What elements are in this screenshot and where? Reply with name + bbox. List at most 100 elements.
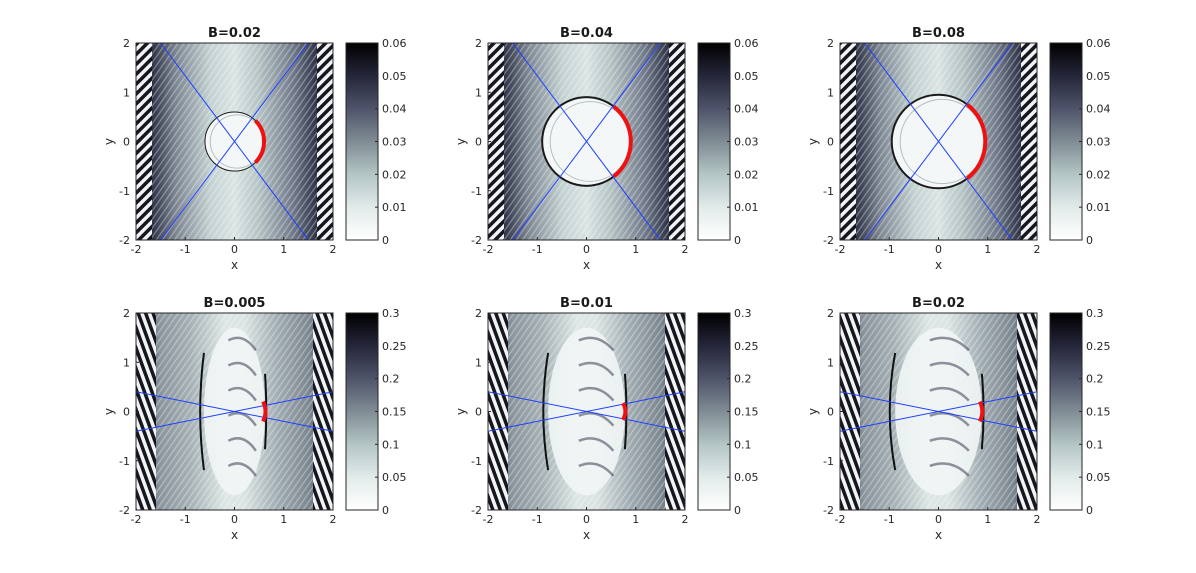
x-axis-label: x bbox=[583, 528, 590, 542]
red-arc bbox=[966, 103, 988, 180]
heatmap-image bbox=[488, 313, 685, 510]
red-arc bbox=[978, 400, 985, 423]
panel-title: B=0.01 bbox=[560, 296, 613, 311]
x-tick-label: 2 bbox=[1034, 513, 1041, 526]
colorbar-tick-label: 0.25 bbox=[734, 340, 759, 353]
edge-stripes-right bbox=[317, 43, 333, 240]
colorbar-tick-label: 0.01 bbox=[1086, 201, 1111, 214]
colorbar-tick-label: 0.1 bbox=[734, 438, 752, 451]
edge-stripes-left bbox=[136, 43, 152, 240]
y-tick-label: -1 bbox=[119, 455, 130, 468]
left-caustic bbox=[888, 352, 897, 471]
colorbar-tick-label: 0.06 bbox=[1086, 37, 1111, 50]
ray-line-2 bbox=[840, 391, 1037, 432]
fringe bbox=[929, 462, 970, 477]
colorbar-tick-label: 0.02 bbox=[1086, 168, 1111, 181]
colorbar-tick-label: 0.02 bbox=[382, 168, 407, 181]
x-tick-label: -2 bbox=[483, 243, 494, 256]
y-tick-label: -2 bbox=[119, 234, 130, 247]
colorbar-tick-label: 0.01 bbox=[734, 201, 759, 214]
panel-4: -2 -1 0 1 2-2-1012B=0.005xy00.050.10.150.20.… bbox=[102, 296, 407, 542]
y-tick-label: 2 bbox=[475, 37, 482, 50]
red-arc bbox=[621, 402, 628, 421]
colorbar-tick-label: 0.15 bbox=[382, 406, 407, 419]
fringe bbox=[929, 361, 970, 377]
fringe bbox=[227, 386, 257, 402]
x-tick-label: -1 bbox=[532, 513, 543, 526]
colorbar bbox=[697, 312, 731, 511]
edge-stripes-left bbox=[840, 313, 860, 510]
x-tick-label: 2 bbox=[1034, 243, 1041, 256]
y-tick-label: 1 bbox=[475, 356, 482, 369]
colorbar-tick-label: 0.02 bbox=[734, 168, 759, 181]
colorbar-tick-label: 0.05 bbox=[734, 70, 759, 83]
x-tick-label: 2 bbox=[682, 513, 689, 526]
colorbar-tick-label: 0.2 bbox=[734, 373, 752, 386]
y-tick-label: -2 bbox=[119, 504, 130, 517]
y-tick-label: -1 bbox=[471, 185, 482, 198]
y-tick-label: 0 bbox=[827, 136, 834, 149]
colorbar bbox=[1049, 42, 1083, 241]
y-tick-label: 1 bbox=[123, 356, 130, 369]
fringe bbox=[227, 336, 257, 352]
y-tick-label: 1 bbox=[475, 86, 482, 99]
y-tick-label: 0 bbox=[123, 406, 130, 419]
x-tick-label: 1 bbox=[632, 513, 639, 526]
edge-stripes-left bbox=[136, 313, 156, 510]
y-tick-label: 2 bbox=[827, 307, 834, 320]
y-axis-label: y bbox=[806, 408, 820, 415]
x-tick-label: 1 bbox=[280, 243, 287, 256]
colorbar-tick-label: 0.2 bbox=[1086, 373, 1104, 386]
fringe bbox=[578, 336, 615, 352]
x-tick-label: -1 bbox=[532, 243, 543, 256]
colorbar-tick-label: 0.01 bbox=[382, 201, 407, 214]
y-tick-label: 1 bbox=[123, 86, 130, 99]
y-tick-label: 2 bbox=[123, 307, 130, 320]
panel-6: -2 -1 0 1 2-2-1012B=0.02xy00.050.10.150.20.2… bbox=[806, 296, 1111, 542]
colorbar bbox=[1049, 312, 1083, 511]
edge-stripes-right bbox=[313, 313, 333, 510]
fringe bbox=[227, 361, 257, 377]
left-caustic bbox=[542, 352, 550, 471]
x-tick-label: -2 bbox=[483, 513, 494, 526]
x-tick-label: 0 bbox=[231, 513, 238, 526]
edge-stripes-right bbox=[1021, 43, 1037, 240]
heatmap-image bbox=[488, 43, 685, 240]
x-tick-label: -1 bbox=[180, 513, 191, 526]
colorbar-tick-label: 0.06 bbox=[734, 37, 759, 50]
colorbar-tick-label: 0 bbox=[1086, 504, 1093, 517]
y-tick-label: 1 bbox=[827, 86, 834, 99]
panel-title: B=0.02 bbox=[208, 26, 261, 41]
y-tick-label: -2 bbox=[471, 504, 482, 517]
colorbar-tick-label: 0 bbox=[734, 504, 741, 517]
fringe bbox=[227, 437, 257, 452]
colorbar-tick-label: 0 bbox=[734, 234, 741, 247]
colorbar bbox=[345, 312, 379, 511]
colorbar-tick-label: 0.3 bbox=[1086, 307, 1104, 320]
panel-2: -2 -1 0 1 2-2-1012B=0.04xy00.010.020.030.040… bbox=[454, 26, 759, 272]
colorbar-tick-label: 0.25 bbox=[1086, 340, 1111, 353]
colorbar-tick-label: 0.15 bbox=[734, 406, 759, 419]
colorbar-tick-label: 0 bbox=[382, 234, 389, 247]
heatmap-image bbox=[136, 313, 333, 510]
colorbar-tick-label: 0.25 bbox=[382, 340, 407, 353]
edge-stripes-right bbox=[669, 43, 685, 240]
x-tick-label: 1 bbox=[984, 243, 991, 256]
x-tick-label: 2 bbox=[330, 513, 337, 526]
x-tick-label: -1 bbox=[884, 513, 895, 526]
colorbar-tick-label: 0.03 bbox=[734, 136, 759, 149]
y-tick-label: 2 bbox=[123, 37, 130, 50]
heatmap-image bbox=[136, 43, 333, 240]
colorbar bbox=[345, 42, 379, 241]
colorbar-tick-label: 0.1 bbox=[1086, 438, 1104, 451]
y-axis-label: y bbox=[102, 408, 116, 415]
y-tick-label: 1 bbox=[827, 356, 834, 369]
x-tick-label: 0 bbox=[583, 243, 590, 256]
x-tick-label: -2 bbox=[835, 513, 846, 526]
edge-stripes-right bbox=[665, 313, 685, 510]
colorbar bbox=[697, 42, 731, 241]
x-axis-label: x bbox=[583, 258, 590, 272]
x-tick-label: 0 bbox=[583, 513, 590, 526]
colorbar-tick-label: 0.15 bbox=[1086, 406, 1111, 419]
